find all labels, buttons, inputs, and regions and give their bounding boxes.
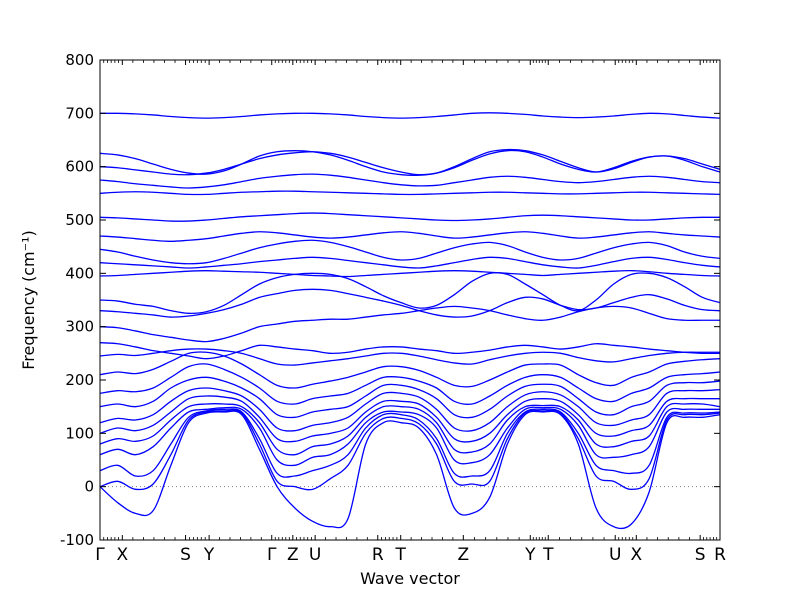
phonon-band-4 [100,406,720,467]
plot-frame [99,59,721,541]
x-axis-label: Wave vector [360,569,460,588]
kpoint-label: R [714,545,726,565]
phonon-band-15 [100,272,720,315]
phonon-band-16 [100,270,720,278]
phonon-band-22 [100,173,720,189]
y-tick-label: -100 [60,531,94,549]
kpoint-label: T [395,545,407,565]
kpoint-label: Z [457,545,469,565]
y-tick-label: 300 [65,318,94,336]
kpoint-label: T [542,545,554,565]
kpoint-label: U [609,545,621,565]
y-tick-label: 800 [65,51,94,69]
y-tick-label: 200 [65,371,94,389]
kpoint-label: X [630,545,642,565]
phonon-band-7 [100,387,720,432]
y-tick-label: 0 [84,478,94,496]
phonon-band-2 [100,409,720,491]
kpoint-label: S [180,545,191,565]
phonon-band-3 [100,408,720,478]
y-tick-label: 600 [65,158,94,176]
phonon-band-20 [100,212,720,222]
phonon-band-18 [100,239,720,265]
kpoint-label: Y [524,545,536,565]
phonon-band-6 [100,395,720,443]
kpoint-label: U [309,545,321,565]
phonon-band-14 [100,288,720,318]
y-tick-label: 700 [65,104,94,122]
phonon-band-13 [100,305,720,343]
kpoint-label: Γ [95,545,105,565]
y-tick-label: 500 [65,211,94,229]
plot-layer [100,112,720,530]
kpoint-label: X [116,545,128,565]
phonon-band-11 [100,348,720,366]
phonon-band-17 [100,256,720,269]
kpoint-label: Γ [267,545,277,565]
kpoint-label: Z [287,545,299,565]
kpoint-label: R [372,545,384,565]
y-tick-label: 400 [65,264,94,282]
phonon-band-8 [100,376,720,419]
phonon-band-12 [100,342,720,360]
phonon-band-5 [100,402,720,456]
y-axis-label: Frequency (cm⁻¹) [19,230,38,369]
phonon-band-19 [100,231,720,242]
phonon-band-10 [100,351,720,389]
kpoint-label: S [695,545,706,565]
phonon-band-21 [100,190,720,196]
phonon-band-25 [100,112,720,119]
phonon-band-1 [100,410,720,530]
y-tick-label: 100 [65,424,94,442]
phonon-band-9 [100,363,720,405]
phonon-band-23 [100,149,720,176]
phonon-band-24 [100,148,720,176]
kpoint-label: Y [203,545,215,565]
